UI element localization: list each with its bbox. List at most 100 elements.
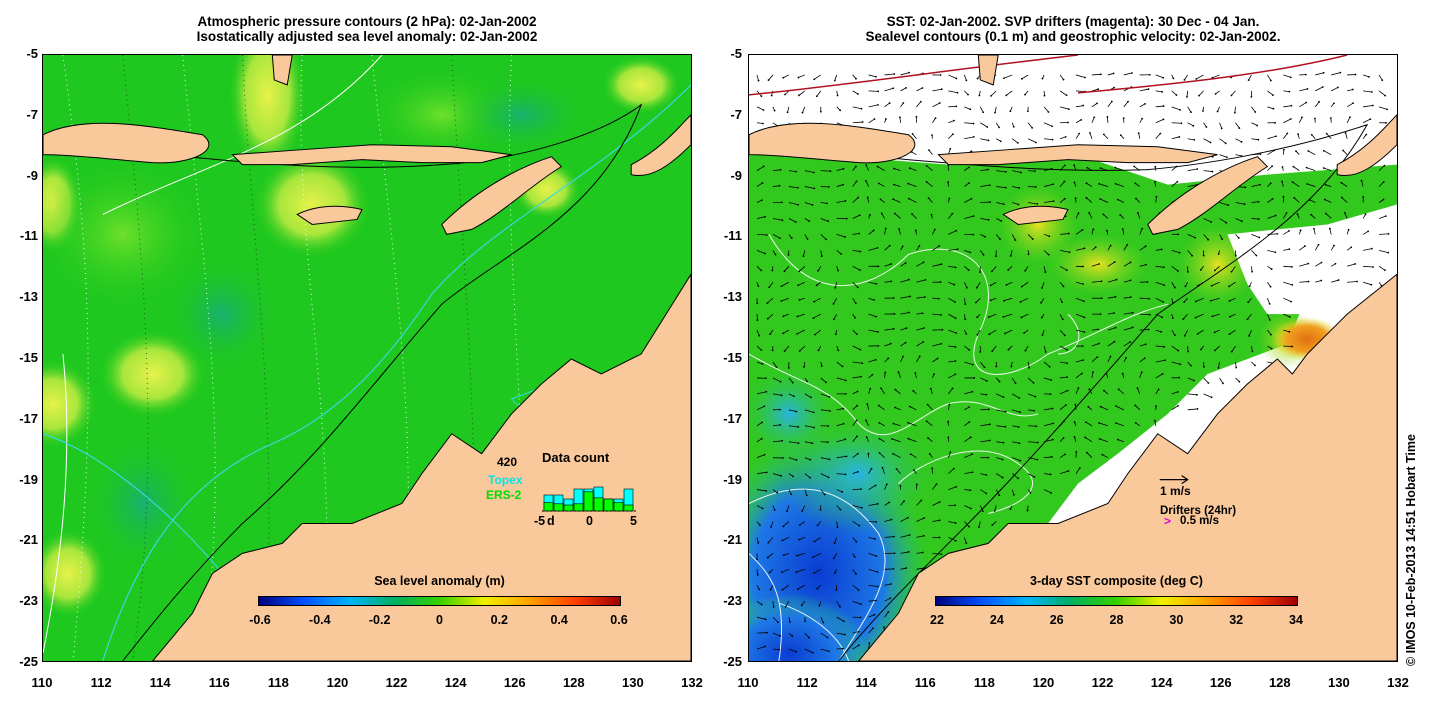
velocity-arrow-head bbox=[1137, 132, 1140, 135]
velocity-arrow-head bbox=[1347, 228, 1350, 231]
velocity-arrow bbox=[1028, 457, 1038, 461]
velocity-arrow bbox=[1314, 244, 1319, 251]
velocity-arrow bbox=[1214, 266, 1220, 271]
velocity-arrow-head bbox=[988, 439, 991, 442]
velocity-arrow bbox=[1251, 106, 1256, 113]
velocity-arrow-head bbox=[1114, 182, 1117, 185]
velocity-arrow bbox=[1219, 154, 1227, 158]
velocity-arrow bbox=[1229, 297, 1236, 302]
velocity-arrow-head bbox=[841, 365, 844, 368]
sst-map[interactable] bbox=[748, 54, 1398, 662]
velocity-arrow bbox=[1133, 166, 1141, 171]
velocity-arrow bbox=[1139, 103, 1146, 108]
velocity-arrow-head bbox=[908, 311, 910, 314]
velocity-arrow bbox=[976, 282, 981, 288]
velocity-arrow bbox=[1187, 408, 1198, 411]
velocity-arrow-head bbox=[1078, 467, 1081, 470]
velocity-arrow-head bbox=[1196, 393, 1198, 396]
velocity-arrow-head bbox=[760, 95, 763, 98]
velocity-arrow bbox=[975, 297, 981, 303]
velocity-arrow-head bbox=[1299, 229, 1302, 232]
velocity-arrow bbox=[1187, 138, 1195, 141]
velocity-arrow-head bbox=[773, 509, 776, 511]
velocity-arrow-head bbox=[1195, 78, 1198, 80]
velocity-arrow bbox=[900, 312, 910, 315]
velocity-arrow bbox=[1184, 329, 1189, 336]
velocity-arrow-head bbox=[796, 315, 799, 318]
velocity-arrow-head bbox=[804, 620, 806, 623]
velocity-arrow-head bbox=[780, 285, 783, 288]
velocity-arrow bbox=[964, 167, 970, 171]
velocity-arrow bbox=[772, 185, 780, 187]
velocity-arrow-head bbox=[871, 627, 874, 630]
velocity-arrow bbox=[1107, 261, 1115, 267]
velocity-arrow-head bbox=[1271, 165, 1274, 168]
velocity-arrow-head bbox=[845, 455, 848, 458]
velocity-arrow-head bbox=[808, 220, 811, 223]
velocity-arrow bbox=[1187, 234, 1196, 239]
velocity-arrow-head bbox=[1007, 268, 1010, 271]
velocity-arrow-head bbox=[770, 526, 772, 528]
velocity-arrow-head bbox=[940, 263, 943, 266]
velocity-arrow-head bbox=[1114, 295, 1117, 298]
longitude-tick-label: 118 bbox=[973, 675, 995, 690]
velocity-arrow-head bbox=[903, 500, 905, 503]
velocity-arrow-head bbox=[827, 476, 830, 479]
velocity-arrow-head bbox=[1220, 127, 1223, 130]
velocity-arrow bbox=[834, 74, 838, 81]
velocity-arrow-head bbox=[955, 105, 958, 108]
velocity-arrow-head bbox=[1020, 316, 1023, 319]
velocity-arrow-head bbox=[790, 237, 793, 240]
velocity-arrow-head bbox=[1183, 78, 1186, 81]
velocity-arrow-head bbox=[978, 94, 981, 97]
velocity-arrow bbox=[1099, 183, 1109, 187]
velocity-arrow bbox=[980, 440, 990, 443]
velocity-arrow-head bbox=[805, 494, 808, 497]
velocity-arrow bbox=[1231, 345, 1236, 352]
velocity-arrow bbox=[1361, 180, 1364, 187]
velocity-arrow bbox=[772, 648, 780, 651]
velocity-arrow bbox=[893, 423, 901, 427]
velocity-arrow-head bbox=[1233, 111, 1236, 114]
velocity-arrow bbox=[996, 473, 1003, 478]
velocity-arrow bbox=[804, 648, 813, 654]
velocity-arrow-head bbox=[1063, 180, 1066, 183]
velocity-arrow-head bbox=[1230, 350, 1233, 353]
velocity-arrow bbox=[948, 74, 957, 79]
velocity-arrow-head bbox=[1099, 73, 1102, 76]
velocity-arrow bbox=[1342, 150, 1348, 155]
velocity-arrow-head bbox=[1161, 91, 1163, 93]
velocity-arrow-head bbox=[822, 621, 825, 624]
sea-level-anomaly-map[interactable] bbox=[42, 54, 692, 662]
velocity-arrow bbox=[1184, 74, 1188, 81]
velocity-arrow-head bbox=[1049, 393, 1052, 395]
velocity-arrow-head bbox=[970, 197, 973, 200]
velocity-arrow-head bbox=[1255, 254, 1258, 257]
velocity-arrow-head bbox=[1329, 117, 1332, 119]
longitude-tick-label: 132 bbox=[681, 675, 703, 690]
velocity-arrow-head bbox=[1289, 76, 1292, 79]
velocity-arrow-head bbox=[756, 319, 759, 321]
velocity-arrow-head bbox=[1068, 251, 1071, 254]
velocity-arrow-head bbox=[1386, 108, 1388, 111]
velocity-arrow-head bbox=[1024, 93, 1026, 96]
velocity-arrow-head bbox=[892, 297, 895, 299]
velocity-arrow-head bbox=[982, 111, 985, 114]
velocity-arrow bbox=[852, 505, 862, 509]
velocity-arrow-head bbox=[1367, 230, 1370, 233]
velocity-arrow bbox=[1283, 105, 1292, 108]
velocity-arrow-head bbox=[762, 122, 764, 125]
longitude-tick-label: 122 bbox=[1091, 675, 1114, 690]
velocity-arrow-head bbox=[1027, 253, 1030, 256]
velocity-arrow bbox=[1378, 74, 1383, 81]
velocity-arrow-head bbox=[827, 425, 830, 427]
velocity-arrow bbox=[852, 537, 857, 543]
velocity-arrow bbox=[1310, 214, 1316, 219]
velocity-arrow bbox=[852, 569, 857, 575]
velocity-arrow bbox=[900, 567, 907, 570]
velocity-arrow-head bbox=[929, 387, 932, 390]
velocity-arrow bbox=[908, 198, 917, 203]
velocity-arrow-head bbox=[1040, 316, 1043, 319]
velocity-arrow-head bbox=[1340, 181, 1343, 184]
velocity-arrow bbox=[772, 377, 781, 383]
